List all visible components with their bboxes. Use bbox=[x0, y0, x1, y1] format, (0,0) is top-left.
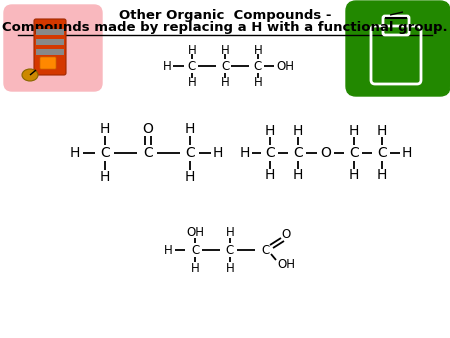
Text: H: H bbox=[185, 122, 195, 136]
FancyBboxPatch shape bbox=[4, 5, 102, 91]
Text: H: H bbox=[225, 225, 234, 239]
Text: O: O bbox=[281, 228, 291, 241]
Text: C: C bbox=[293, 146, 303, 160]
Text: H: H bbox=[100, 122, 110, 136]
Text: OH: OH bbox=[186, 225, 204, 239]
Text: H: H bbox=[377, 168, 387, 182]
Bar bbox=[36, 29, 64, 35]
Text: H: H bbox=[293, 168, 303, 182]
Text: H: H bbox=[349, 168, 359, 182]
Text: H: H bbox=[213, 146, 223, 160]
Text: H: H bbox=[293, 124, 303, 138]
Text: H: H bbox=[225, 262, 234, 274]
Text: H: H bbox=[220, 75, 230, 89]
Text: O: O bbox=[320, 146, 332, 160]
Text: H: H bbox=[377, 124, 387, 138]
Text: C: C bbox=[377, 146, 387, 160]
Text: C: C bbox=[188, 59, 196, 72]
Text: H: H bbox=[191, 262, 199, 274]
Bar bbox=[36, 49, 64, 55]
Text: C: C bbox=[226, 243, 234, 257]
Text: C: C bbox=[254, 59, 262, 72]
Text: Compounds made by replacing a H with a functional group.: Compounds made by replacing a H with a f… bbox=[2, 22, 448, 34]
Text: C: C bbox=[265, 146, 275, 160]
Text: C: C bbox=[143, 146, 153, 160]
Text: Other Organic  Compounds -: Other Organic Compounds - bbox=[119, 8, 331, 22]
FancyBboxPatch shape bbox=[34, 19, 66, 75]
Text: OH: OH bbox=[276, 59, 294, 72]
Text: H: H bbox=[254, 44, 262, 56]
Text: H: H bbox=[349, 124, 359, 138]
Text: H: H bbox=[188, 75, 196, 89]
Text: C: C bbox=[100, 146, 110, 160]
Text: C: C bbox=[221, 59, 229, 72]
Text: H: H bbox=[220, 44, 230, 56]
Bar bbox=[36, 39, 64, 45]
Text: H: H bbox=[402, 146, 412, 160]
Text: C: C bbox=[185, 146, 195, 160]
Text: C: C bbox=[261, 243, 269, 257]
Text: H: H bbox=[100, 170, 110, 184]
Text: H: H bbox=[162, 59, 171, 72]
FancyBboxPatch shape bbox=[40, 57, 56, 69]
Ellipse shape bbox=[22, 69, 38, 81]
Text: C: C bbox=[349, 146, 359, 160]
Text: H: H bbox=[185, 170, 195, 184]
Text: H: H bbox=[188, 44, 196, 56]
FancyBboxPatch shape bbox=[346, 1, 450, 96]
Text: H: H bbox=[265, 124, 275, 138]
Text: H: H bbox=[265, 168, 275, 182]
Text: OH: OH bbox=[277, 259, 295, 271]
Text: O: O bbox=[143, 122, 153, 136]
Text: H: H bbox=[240, 146, 250, 160]
Text: C: C bbox=[191, 243, 199, 257]
Text: H: H bbox=[164, 243, 172, 257]
Text: H: H bbox=[254, 75, 262, 89]
Text: H: H bbox=[70, 146, 80, 160]
